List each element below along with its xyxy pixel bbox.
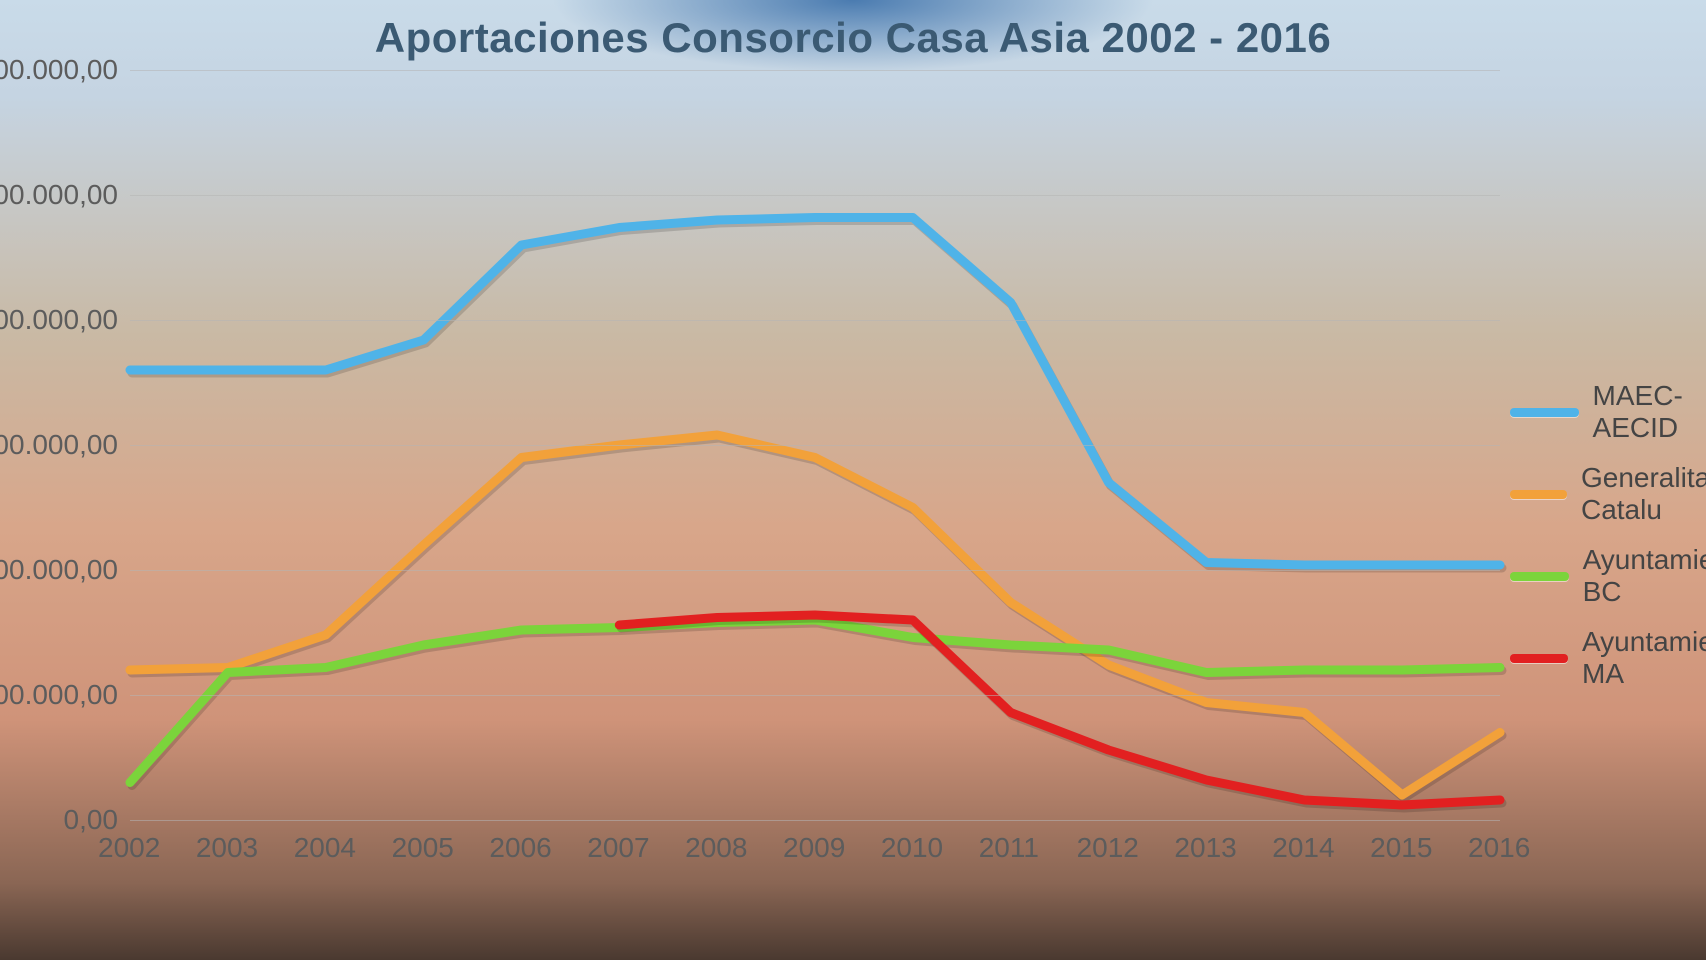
legend-item-generalitat: Generalitat Catalu xyxy=(1510,462,1706,526)
x-tick-label: 2009 xyxy=(783,832,845,864)
y-tick-label: 500.000,00 xyxy=(0,679,118,711)
gridline xyxy=(130,570,1500,571)
x-tick-label: 2010 xyxy=(881,832,943,864)
legend-item-maec: MAEC-AECID xyxy=(1510,380,1706,444)
x-tick-label: 2006 xyxy=(489,832,551,864)
x-tick-label: 2016 xyxy=(1468,832,1530,864)
x-tick-label: 2012 xyxy=(1077,832,1139,864)
x-tick-label: 2008 xyxy=(685,832,747,864)
y-tick-label: 3.000.000,00 xyxy=(0,54,118,86)
x-tick-label: 2011 xyxy=(979,832,1039,864)
x-tick-label: 2005 xyxy=(392,832,454,864)
y-tick-label: 1.500.000,00 xyxy=(0,429,118,461)
legend: MAEC-AECID Generalitat Catalu Ayuntamiento… xyxy=(1510,380,1706,708)
legend-swatch-ayto_bcn xyxy=(1510,572,1569,581)
gridline xyxy=(130,195,1500,196)
x-tick-label: 2015 xyxy=(1370,832,1432,864)
gridline xyxy=(130,445,1500,446)
legend-swatch-ayto_mad xyxy=(1510,654,1568,663)
series-shadow-ayto_bcn xyxy=(132,623,1502,786)
x-tick-label: 2002 xyxy=(98,832,160,864)
gridline xyxy=(130,320,1500,321)
legend-swatch-maec xyxy=(1510,408,1579,417)
x-tick-label: 2004 xyxy=(294,832,356,864)
x-tick-label: 2013 xyxy=(1174,832,1236,864)
legend-item-ayto_bcn: Ayuntamiento BC xyxy=(1510,544,1706,608)
gridline xyxy=(130,820,1500,821)
legend-label-generalitat: Generalitat Catalu xyxy=(1581,462,1706,526)
legend-label-ayto_mad: Ayuntamiento MA xyxy=(1582,626,1706,690)
chart-container: Aportaciones Consorcio Casa Asia 2002 - … xyxy=(0,0,1706,960)
y-tick-label: 2.500.000,00 xyxy=(0,179,118,211)
legend-swatch-generalitat xyxy=(1510,490,1567,499)
chart-title: Aportaciones Consorcio Casa Asia 2002 - … xyxy=(0,14,1706,62)
gridline xyxy=(130,695,1500,696)
legend-item-ayto_mad: Ayuntamiento MA xyxy=(1510,626,1706,690)
x-tick-label: 2014 xyxy=(1272,832,1334,864)
x-tick-label: 2003 xyxy=(196,832,258,864)
y-tick-label: 2.000.000,00 xyxy=(0,304,118,336)
series-line-ayto_bcn xyxy=(130,620,1500,783)
y-tick-label: 1.000.000,00 xyxy=(0,554,118,586)
gridline xyxy=(130,70,1500,71)
legend-label-maec: MAEC-AECID xyxy=(1593,380,1706,444)
x-tick-label: 2007 xyxy=(587,832,649,864)
series-line-maec xyxy=(130,218,1500,566)
series-shadow-maec xyxy=(132,221,1502,569)
legend-label-ayto_bcn: Ayuntamiento BC xyxy=(1583,544,1706,608)
